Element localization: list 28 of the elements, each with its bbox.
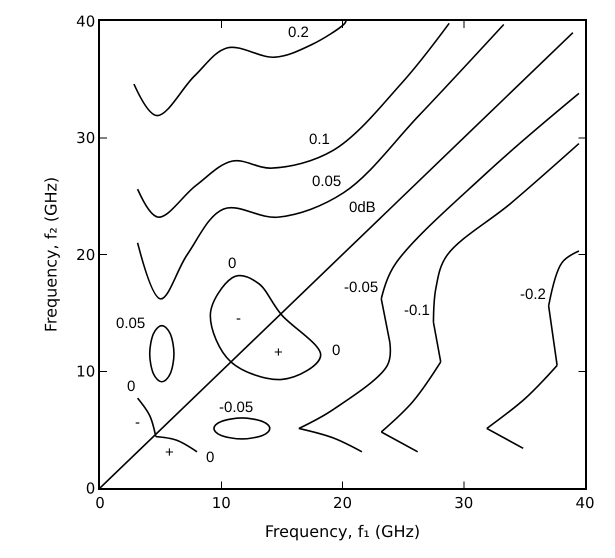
annotation: -0.05 bbox=[219, 399, 254, 416]
annotation: -0.05 bbox=[344, 279, 378, 296]
y-axis-title: Frequency, f₂ (GHz) bbox=[42, 176, 61, 332]
y-tick-label: 10 bbox=[76, 362, 96, 380]
annotation: 0 bbox=[228, 255, 236, 272]
annotation: - bbox=[236, 310, 241, 327]
annotation: + bbox=[165, 444, 174, 461]
annotation: 0.05 bbox=[116, 315, 146, 332]
annotation: 0.05 bbox=[312, 173, 342, 190]
x-tick-label: 40 bbox=[575, 494, 595, 512]
annotation: 0.1 bbox=[309, 131, 330, 148]
annotation: - bbox=[135, 414, 140, 431]
annotation: + bbox=[274, 344, 283, 361]
annotation: 0dB bbox=[349, 199, 376, 216]
annotation: -0.2 bbox=[520, 286, 546, 303]
annotation: 0 bbox=[206, 449, 214, 466]
annotation: 0.2 bbox=[288, 24, 309, 41]
y-tick-label: 40 bbox=[76, 12, 96, 30]
y-tick-label: 0 bbox=[86, 479, 96, 498]
y-tick-label: 30 bbox=[76, 129, 96, 147]
x-tick-label: 20 bbox=[332, 494, 352, 512]
annotation: 0 bbox=[127, 378, 136, 395]
x-tick-label: 30 bbox=[454, 494, 474, 512]
annotation: -0.1 bbox=[404, 302, 430, 319]
x-tick-label: 10 bbox=[212, 494, 231, 512]
y-tick-label: 20 bbox=[76, 246, 96, 264]
x-axis-title: Frequency, f₁ (GHz) bbox=[264, 522, 420, 541]
annotation: 0 bbox=[332, 342, 340, 359]
